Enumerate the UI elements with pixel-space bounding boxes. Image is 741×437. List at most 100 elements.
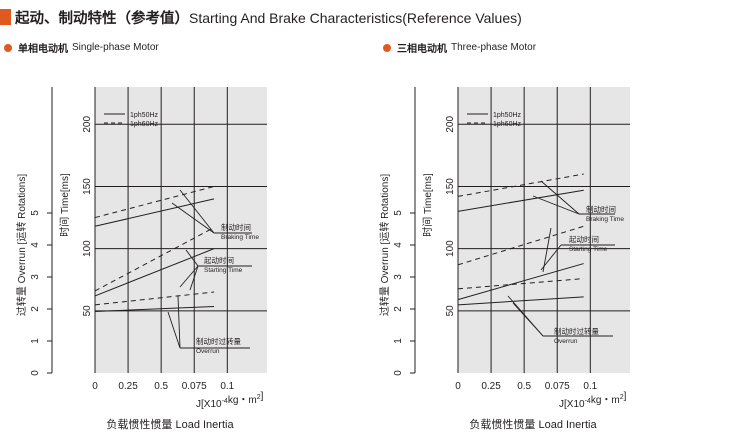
overrun-tick-label: 1 (393, 338, 404, 344)
time-tick-label: 100 (82, 240, 93, 257)
x-axis-label: J[X10-4kg・m2] (196, 391, 264, 410)
series-line-overrun-solid (457, 296, 584, 306)
subtitle-zh: 三相电动机 (397, 44, 447, 55)
annotation-leader (542, 227, 552, 273)
time-tick-label: 50 (82, 305, 93, 317)
annotation-leader (167, 311, 181, 349)
section-header: 起动、制动特性（参考值）Starting And Brake Character… (0, 6, 522, 28)
series-line-braking-dashed (94, 185, 215, 219)
overrun-tick-label: 1 (30, 338, 41, 344)
bullet-dot-icon (4, 43, 12, 52)
annotation-leader (179, 189, 215, 234)
subtitle-three-phase: 三相电动机 Three-phase Motor (383, 40, 536, 55)
series-line-braking-dashed (457, 173, 584, 197)
annotation-label-en: Starting Time (569, 246, 608, 253)
time-tick-label: 200 (445, 116, 456, 133)
legend-label: 1ph60Hz (493, 121, 522, 128)
annotation-label-en: Braking Time (586, 216, 624, 223)
x-axis-label-part: ] (624, 391, 627, 402)
overrun-tick-label: 3 (393, 274, 404, 280)
series-line-starting-dashed (94, 227, 215, 292)
subtitle-en: Three-phase Motor (451, 42, 537, 53)
x-axis-label-part: J[X10 (196, 399, 222, 410)
time-tick-label: 200 (82, 116, 93, 133)
x-axis-label-part: -4 (585, 398, 591, 405)
annotation-label-zh: 制动时过转量 (554, 326, 599, 336)
series-line-overrun-dashed (457, 278, 584, 290)
legend-label: 1ph50Hz (130, 112, 159, 119)
overrun-tick-label: 0 (30, 370, 41, 376)
x-tick-label: 0.5 (517, 381, 531, 392)
annotation-label-en: Overrun (196, 348, 220, 355)
time-axis-label: 时间 Time[ms] (58, 173, 71, 237)
annotation-leader (179, 265, 199, 288)
annotation-leader (540, 180, 580, 215)
series-line-starting-solid (457, 263, 584, 301)
bullet-dot-icon (383, 43, 391, 52)
x-axis-label-part: kg・m (591, 395, 620, 406)
plot-area (458, 87, 630, 373)
x-axis-label-part: 2 (620, 394, 624, 401)
x-axis-caption: 负载惯性惯量 Load Inertia (469, 417, 597, 431)
time-tick-label: 150 (445, 178, 456, 195)
annotation-leader (185, 249, 199, 267)
series-line-overrun-dashed (94, 291, 215, 306)
section-title: 起动、制动特性（参考值）Starting And Brake Character… (15, 7, 522, 28)
annotation-label-en: Starting Time (204, 267, 243, 274)
annotation-label-zh: 制动时间 (586, 204, 616, 214)
annotation-leader (512, 302, 544, 337)
title-zh: 起动、制动特性（参考值） (15, 10, 189, 27)
annotation-label-en: Braking Time (221, 234, 259, 241)
x-tick-label: 0.1 (220, 381, 234, 392)
subtitle-zh: 单相电动机 (18, 44, 68, 55)
series-line-overrun-solid (94, 305, 215, 313)
annotation-label-en: Overrun (554, 338, 578, 345)
overrun-tick-label: 5 (30, 210, 41, 216)
series-line-braking-solid (457, 189, 584, 212)
annotation-label-zh: 起动时间 (569, 234, 599, 244)
x-axis-label-part: 2 (257, 394, 261, 401)
overrun-tick-label: 4 (30, 242, 41, 248)
x-tick-label: 0.075 (545, 381, 570, 392)
time-axis-label: 时间 Time[ms] (421, 173, 434, 237)
annotation-label-zh: 起动时间 (204, 255, 234, 265)
subtitle-en: Single-phase Motor (72, 42, 159, 53)
legend-label: 1ph60Hz (130, 121, 159, 128)
x-tick-label: 0.25 (118, 381, 138, 392)
annotation-leader (177, 295, 181, 349)
series-line-starting-solid (94, 248, 215, 297)
x-tick-label: 0.1 (583, 381, 597, 392)
x-tick-label: 0 (455, 381, 461, 392)
overrun-tick-label: 2 (393, 306, 404, 312)
overrun-tick-label: 5 (393, 210, 404, 216)
annotation-label-zh: 制动时过转量 (196, 336, 241, 346)
annotation-leader (189, 265, 199, 291)
annotation-leader (532, 195, 580, 215)
overrun-tick-label: 3 (30, 274, 41, 280)
legend-label: 1ph50Hz (493, 112, 522, 119)
x-tick-label: 0.5 (154, 381, 168, 392)
title-en: Starting And Brake Characteristics(Refer… (189, 9, 522, 26)
x-tick-label: 0.075 (182, 381, 207, 392)
time-tick-label: 100 (445, 240, 456, 257)
x-axis-label: J[X10-4kg・m2] (559, 391, 627, 410)
overrun-axis-label: 过转量 Overrun [运转 Rotations] (15, 174, 28, 316)
time-tick-label: 150 (82, 178, 93, 195)
x-axis-label-part: J[X10 (559, 399, 585, 410)
x-axis-label-part: kg・m (228, 395, 257, 406)
subtitle-single-phase: 单相电动机 Single-phase Motor (4, 40, 159, 55)
overrun-tick-label: 4 (393, 242, 404, 248)
overrun-tick-label: 0 (393, 370, 404, 376)
series-line-braking-solid (94, 198, 215, 227)
annotation-leader (171, 202, 215, 234)
annotation-label-zh: 制动时间 (221, 222, 251, 232)
x-axis-label-part: -4 (222, 398, 228, 405)
x-tick-label: 0.25 (481, 381, 501, 392)
x-axis-label-part: ] (261, 391, 264, 402)
x-axis-caption: 负载惯性惯量 Load Inertia (106, 417, 234, 431)
series-line-starting-dashed (457, 225, 584, 266)
time-tick-label: 50 (445, 305, 456, 317)
title-accent-block (0, 9, 11, 25)
